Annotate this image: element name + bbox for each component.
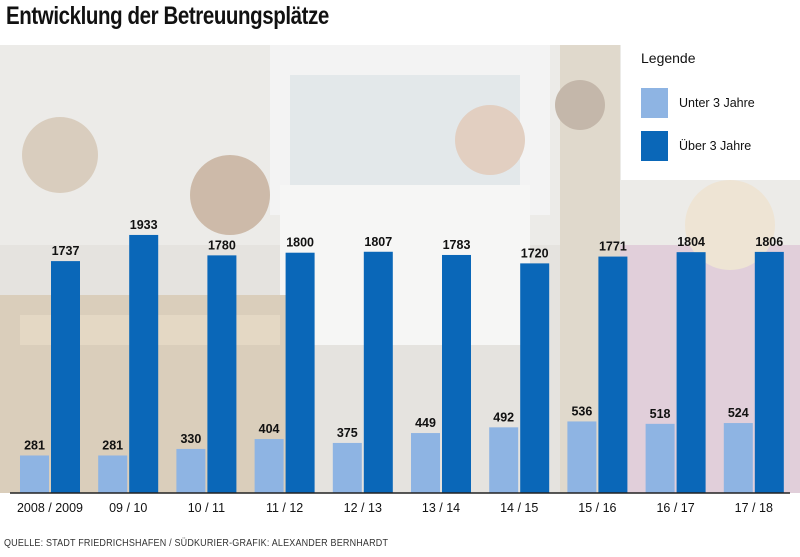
bar-ueber-3-jahre-6 <box>520 263 550 493</box>
bar-ueber-3-jahre-2 <box>207 255 237 493</box>
legend-item-over-3: Über 3 Jahre <box>641 131 800 161</box>
x-tick-label-0: 2008 / 2009 <box>17 501 83 515</box>
value-label-unter-3-jahre-9: 524 <box>728 406 749 420</box>
bar-unter-3-jahre-3 <box>254 439 284 493</box>
source-note: QUELLE: STADT FRIEDRICHSHAFEN / SÜDKURIE… <box>4 538 389 549</box>
bar-ueber-3-jahre-0 <box>51 261 80 493</box>
value-label-unter-3-jahre-3: 404 <box>259 422 280 436</box>
bar-unter-3-jahre-8 <box>645 423 675 493</box>
bar-unter-3-jahre-9 <box>723 423 753 493</box>
value-label-ueber-3-jahre-6: 1720 <box>521 246 549 260</box>
bar-layer <box>20 234 784 493</box>
page-title: Entwicklung der Betreuungsplätze <box>6 2 329 30</box>
value-label-unter-3-jahre-6: 492 <box>493 410 514 424</box>
bar-unter-3-jahre-1 <box>98 455 128 493</box>
bar-ueber-3-jahre-5 <box>442 254 471 493</box>
x-tick-label-9: 17 / 18 <box>735 501 773 515</box>
value-label-ueber-3-jahre-3: 1800 <box>286 236 314 250</box>
x-tick-label-2: 10 / 11 <box>188 501 225 515</box>
value-label-unter-3-jahre-0: 281 <box>24 438 45 452</box>
x-tick-label-3: 11 / 12 <box>266 501 303 515</box>
value-label-unter-3-jahre-1: 281 <box>102 438 123 452</box>
legend-title: Legende <box>641 50 696 66</box>
value-label-unter-3-jahre-5: 449 <box>415 416 436 430</box>
value-label-ueber-3-jahre-8: 1804 <box>677 235 705 249</box>
value-label-ueber-3-jahre-0: 1737 <box>52 244 80 258</box>
value-label-unter-3-jahre-2: 330 <box>180 432 201 446</box>
value-label-unter-3-jahre-4: 375 <box>337 426 358 440</box>
value-label-ueber-3-jahre-1: 1933 <box>130 218 158 232</box>
value-label-unter-3-jahre-8: 518 <box>650 407 671 421</box>
bar-ueber-3-jahre-9 <box>754 251 784 493</box>
bar-ueber-3-jahre-3 <box>285 252 315 493</box>
value-label-ueber-3-jahre-9: 1806 <box>755 235 783 249</box>
x-tick-label-6: 14 / 15 <box>500 501 538 515</box>
bar-ueber-3-jahre-1 <box>129 234 159 493</box>
value-label-ueber-3-jahre-7: 1771 <box>599 240 627 254</box>
x-tick-layer: 2008 / 2009 09 / 10 10 / 11 11 / 12 12 / 13 1… <box>17 501 773 515</box>
legend-swatch-under-3 <box>641 88 668 118</box>
bar-unter-3-jahre-2 <box>176 448 206 493</box>
bar-unter-3-jahre-6 <box>489 427 519 493</box>
bar-ueber-3-jahre-8 <box>676 252 706 493</box>
legend-item-under-3: Unter 3 Jahre <box>641 88 800 118</box>
legend-label-under-3: Unter 3 Jahre <box>679 96 755 110</box>
value-label-ueber-3-jahre-2: 1780 <box>208 238 236 252</box>
value-label-unter-3-jahre-7: 536 <box>571 404 592 418</box>
legend: Legende Unter 3 Jahre Über 3 Jahre <box>621 45 800 180</box>
x-tick-label-1: 09 / 10 <box>109 501 147 515</box>
legend-label-over-3: Über 3 Jahre <box>679 139 752 153</box>
bar-unter-3-jahre-4 <box>332 442 362 493</box>
value-label-ueber-3-jahre-4: 1807 <box>364 235 392 249</box>
value-label-layer: 281 1737 281 1933 330 1780 404 1800 375 1807 449 17… <box>24 218 783 453</box>
bar-unter-3-jahre-0 <box>20 455 49 493</box>
bar-unter-3-jahre-5 <box>411 433 440 493</box>
bar-ueber-3-jahre-7 <box>598 256 628 493</box>
x-tick-label-8: 16 / 17 <box>656 501 694 515</box>
x-tick-label-7: 15 / 16 <box>578 501 616 515</box>
bar-ueber-3-jahre-4 <box>363 251 393 493</box>
legend-swatch-over-3 <box>641 131 668 161</box>
value-label-ueber-3-jahre-5: 1783 <box>443 238 471 252</box>
x-tick-label-4: 12 / 13 <box>344 501 382 515</box>
x-tick-label-5: 13 / 14 <box>422 501 460 515</box>
bar-unter-3-jahre-7 <box>567 421 597 493</box>
